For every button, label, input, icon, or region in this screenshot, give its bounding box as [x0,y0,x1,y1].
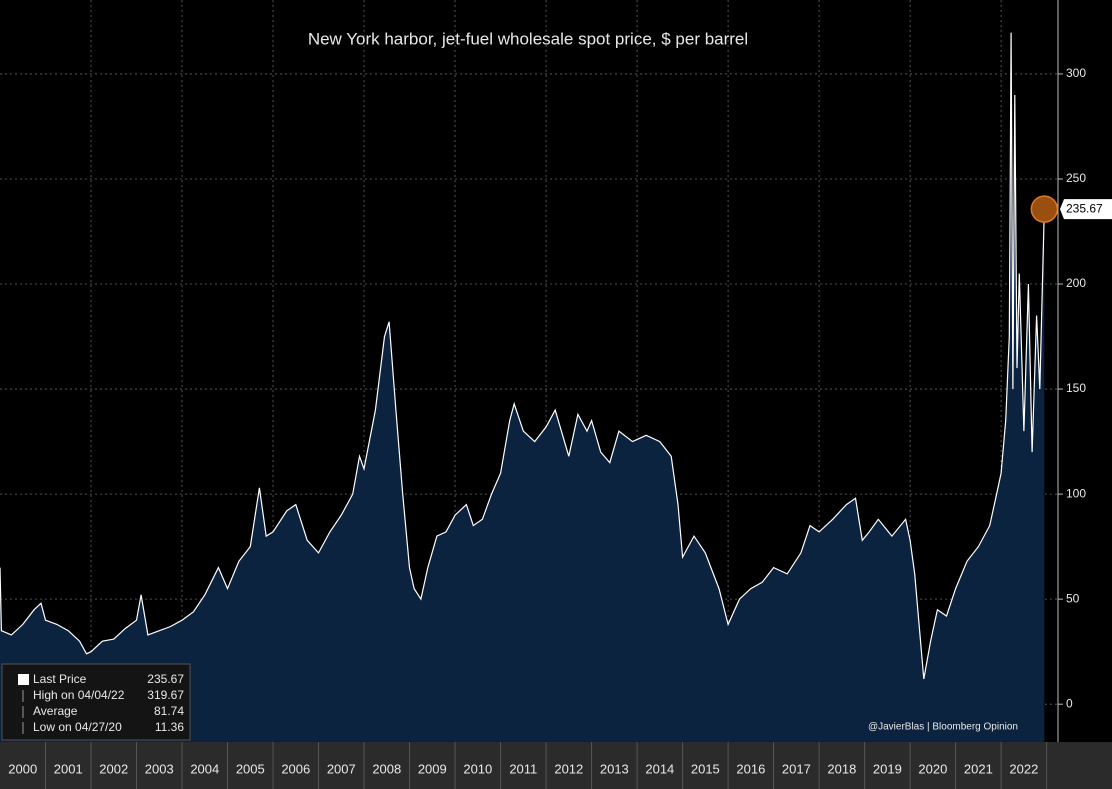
y-tick-label: 100 [1066,486,1086,500]
credit: @JavierBlas | Bloomberg Opinion [868,722,1018,733]
x-tick-label: 2000 [8,761,37,776]
x-tick-label: 2015 [691,761,720,776]
y-tick-label: 200 [1066,276,1086,290]
legend-value: 81.74 [154,704,184,718]
last-price-flag [1060,199,1112,220]
legend-label: High on 04/04/22 [33,688,125,702]
x-tick-label: 2011 [509,761,537,776]
y-tick-label: 150 [1066,381,1086,395]
x-tick-label: 2022 [1009,761,1038,776]
x-axis-band [0,742,1112,789]
x-tick-label: 2010 [463,761,492,776]
y-tick-label: 0 [1066,696,1073,710]
x-tick-label: 2017 [782,761,811,776]
x-tick-label: 2012 [554,761,583,776]
y-tick-label: 300 [1066,66,1086,80]
chart-title: New York harbor, jet-fuel wholesale spot… [308,29,748,48]
x-tick-label: 2009 [418,761,447,776]
area [0,32,1045,743]
x-tick-label: 2003 [145,761,174,776]
x-tick-label: 2007 [327,761,356,776]
x-tick-label: 2004 [190,761,219,776]
x-tick-label: 2013 [600,761,629,776]
legend-label: Average [33,704,78,718]
legend-label: Low on 04/27/20 [33,720,122,734]
x-tick-label: 2006 [281,761,310,776]
x-tick-label: 2008 [372,761,401,776]
legend-value: 235.67 [147,672,184,686]
x-tick-label: 2016 [736,761,765,776]
legend-box [1,663,191,741]
x-tick-label: 2005 [236,761,265,776]
x-tick-label: 2019 [873,761,902,776]
x-tick-label: 2002 [99,761,128,776]
x-tick-label: 2021 [964,761,993,776]
y-tick-label: 250 [1066,171,1086,185]
legend-value: 11.36 [155,720,184,734]
last-price-marker [1030,195,1059,223]
legend-swatch [18,674,29,685]
x-tick-label: 2020 [918,761,947,776]
last-price-label: 235.67 [1066,201,1103,215]
legend-value: 319.67 [147,688,184,702]
y-tick-label: 50 [1066,591,1080,605]
x-tick-label: 2014 [645,761,674,776]
legend-label: Last Price [33,672,87,686]
x-tick-label: 2018 [827,761,856,776]
line [0,32,1045,680]
x-tick-label: 2001 [54,761,83,776]
